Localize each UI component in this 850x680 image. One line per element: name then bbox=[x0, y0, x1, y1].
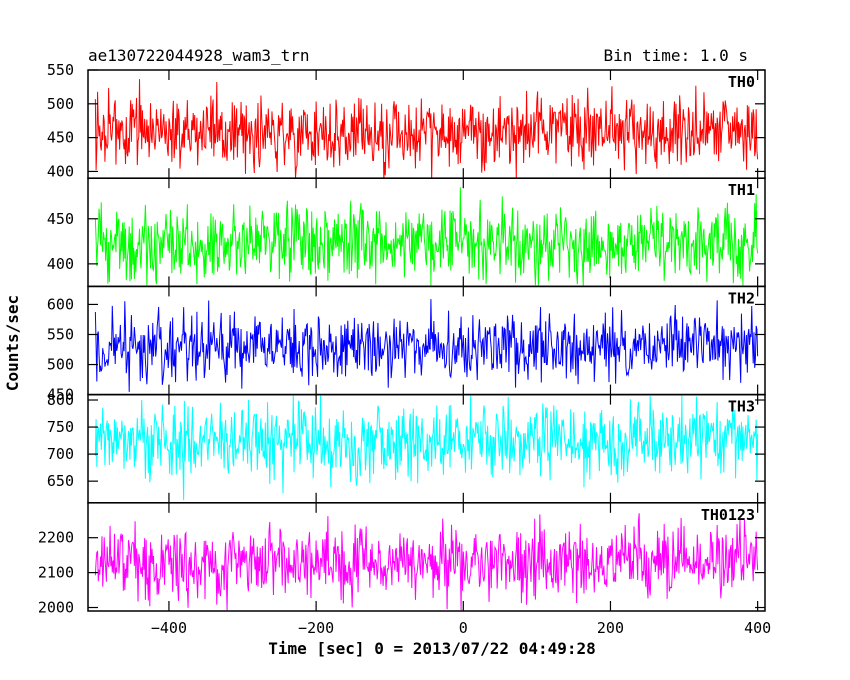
series-line-th3 bbox=[94, 394, 759, 501]
series-name-label: TH0 bbox=[728, 73, 755, 91]
x-tick-label: 0 bbox=[459, 619, 468, 637]
panel-th1: 400 450 TH1 bbox=[47, 177, 766, 288]
y-tick-label: 750 bbox=[47, 418, 74, 436]
bin-time-label: Bin time: 1.0 s bbox=[604, 46, 749, 65]
y-tick-label: 2000 bbox=[38, 599, 74, 617]
panels-group: 400 450 500 550 TH0 400 450 TH1 450 500 550 600 TH2 6… bbox=[38, 61, 766, 617]
chart-title: ae130722044928_wam3_trn bbox=[88, 46, 310, 65]
y-tick-label: 500 bbox=[47, 95, 74, 113]
x-tick-label: −200 bbox=[298, 619, 334, 637]
x-tick-label: −400 bbox=[151, 619, 187, 637]
panel-th3: 650 700 750 800 TH3 bbox=[47, 391, 766, 504]
y-tick-label: 2100 bbox=[38, 564, 74, 582]
y-tick-label: 600 bbox=[47, 295, 74, 313]
x-axis-label: Time [sec] 0 = 2013/07/22 04:49:28 bbox=[268, 639, 596, 658]
y-tick-label: 400 bbox=[47, 162, 74, 180]
series-name-label: TH1 bbox=[728, 181, 755, 199]
panel-th0: 400 450 500 550 TH0 bbox=[47, 61, 766, 180]
y-tick-label: 500 bbox=[47, 356, 74, 374]
y-tick-label: 450 bbox=[47, 129, 74, 147]
panel-frame bbox=[87, 502, 766, 612]
series-line-th0123 bbox=[94, 513, 759, 611]
y-tick-label: 2200 bbox=[38, 529, 74, 547]
y-tick-label: 550 bbox=[47, 61, 74, 79]
series-name-label: TH3 bbox=[728, 398, 755, 416]
y-tick-label: 550 bbox=[47, 325, 74, 343]
series-name-label: TH2 bbox=[728, 289, 755, 307]
series-line-th0 bbox=[94, 79, 759, 179]
y-tick-label: 650 bbox=[47, 472, 74, 490]
panel-th2: 450 500 550 600 TH2 bbox=[47, 285, 766, 404]
y-tick-label: 450 bbox=[47, 386, 74, 404]
y-tick-label: 700 bbox=[47, 445, 74, 463]
x-tick-label: 400 bbox=[744, 619, 771, 637]
series-name-label: TH0123 bbox=[701, 506, 755, 524]
y-tick-label: 400 bbox=[47, 255, 74, 273]
x-axis: −400 −200 0 200 400 bbox=[151, 619, 771, 637]
y-axis-label: Counts/sec bbox=[3, 295, 22, 391]
panel-th0123: 2000 2100 2200 TH0123 bbox=[38, 502, 766, 617]
series-line-th1 bbox=[94, 187, 759, 286]
y-tick-label: 800 bbox=[47, 391, 74, 409]
y-tick-label: 450 bbox=[47, 210, 74, 228]
series-line-th2 bbox=[94, 299, 759, 392]
x-tick-label: 200 bbox=[597, 619, 624, 637]
